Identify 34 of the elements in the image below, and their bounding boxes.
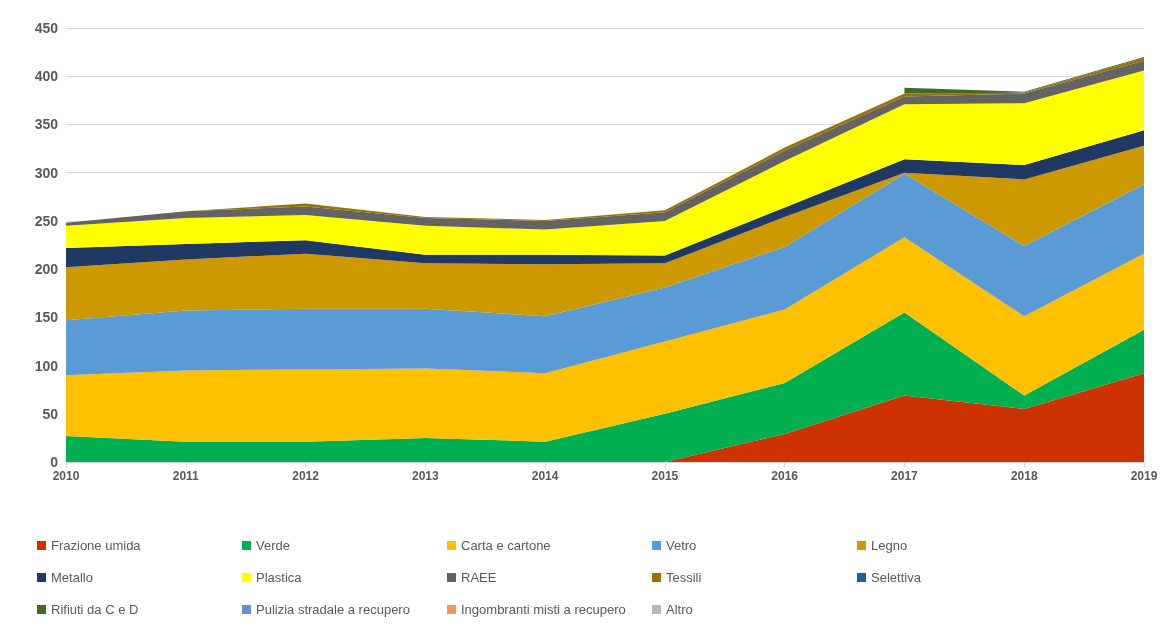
x-tick-label: 2012	[292, 469, 320, 483]
y-tick-label: 250	[34, 212, 59, 229]
legend-label: Plastica	[256, 570, 303, 585]
y-tick-label: 300	[34, 164, 59, 181]
legend-label: Vetro	[666, 538, 697, 553]
y-tick-label: 150	[34, 309, 59, 326]
y-tick-label: 400	[34, 68, 59, 85]
y-tick-label: 450	[34, 20, 59, 36]
y-tick-label: 350	[34, 116, 59, 133]
y-tick-label: 0	[50, 454, 59, 470]
x-tick-label: 2010	[52, 469, 80, 483]
legend-label: Frazione umida	[51, 538, 142, 553]
legend-label: Legno	[871, 538, 908, 553]
x-tick-label: 2016	[771, 469, 799, 483]
y-tick-label: 50	[42, 405, 59, 422]
x-tick-label: 2017	[891, 469, 919, 483]
legend-label: Tessili	[666, 570, 702, 585]
legend-label: Altro	[666, 602, 693, 617]
x-tick-label: 2018	[1010, 469, 1038, 483]
legend-label: RAEE	[461, 570, 497, 585]
x-tick-label: 2014	[531, 469, 559, 483]
legend-label: Carta e cartone	[461, 538, 551, 553]
legend-label: Selettiva	[871, 570, 922, 585]
legend-label: Verde	[256, 538, 290, 553]
y-tick-label: 200	[34, 261, 59, 278]
legend-label: Ingombranti misti a recupero	[461, 602, 626, 617]
legend-label: Metallo	[51, 570, 93, 585]
x-tick-label: 2011	[172, 469, 200, 483]
legend-label: Pulizia stradale a recupero	[256, 602, 410, 617]
x-tick-label: 2015	[651, 469, 679, 483]
x-tick-label: 2013	[411, 469, 439, 483]
x-tick-label: 2019	[1130, 469, 1158, 483]
legend-label: Rifiuti da C e D	[51, 602, 139, 617]
y-tick-label: 100	[34, 357, 59, 374]
